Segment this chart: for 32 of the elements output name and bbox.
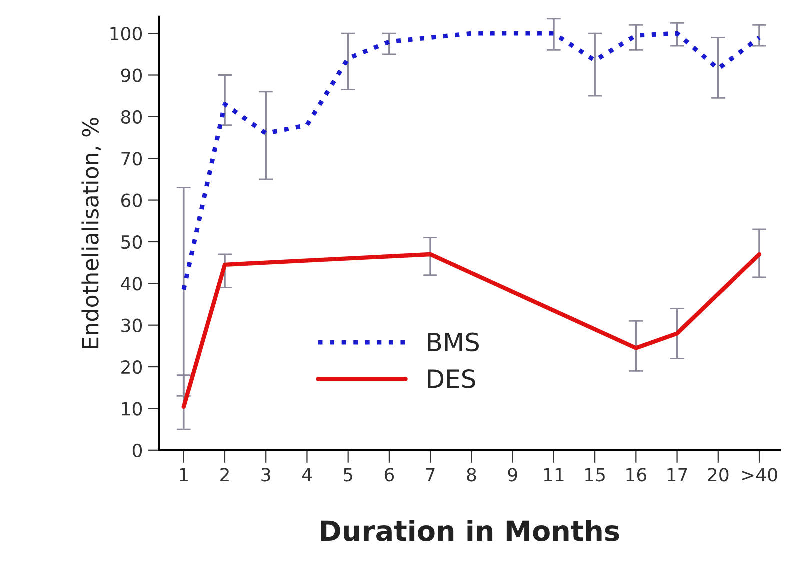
- x-tick-label: 3: [262, 468, 270, 482]
- x-tick-label: >40: [742, 468, 778, 482]
- y-tick-label: 80: [121, 110, 142, 124]
- y-tick-label: 90: [121, 68, 142, 82]
- x-tick-label: 20: [708, 468, 729, 482]
- x-axis-title: Duration in Months: [321, 520, 620, 542]
- y-tick-label: 20: [122, 360, 142, 374]
- x-tick-label: 1: [180, 468, 188, 482]
- x-tick-label: 9: [508, 468, 518, 482]
- y-tick-label: 100: [110, 27, 142, 41]
- y-tick-label: 60: [122, 194, 142, 208]
- x-tick-label: 8: [467, 468, 476, 482]
- y-axis-title: Endothelialisation, %: [82, 118, 102, 348]
- x-tick-label: 11: [544, 468, 564, 482]
- legend-label: DES: [428, 369, 476, 388]
- y-tick-label: 50: [122, 235, 142, 250]
- x-tick-label: 15: [586, 468, 605, 482]
- x-tick-label: 2: [220, 468, 229, 482]
- y-tick-label: 30: [122, 318, 142, 332]
- line-series: [182, 31, 762, 292]
- x-tick-label: 5: [344, 468, 353, 482]
- x-tick-label: 4: [302, 468, 312, 482]
- x-tick-label: 16: [626, 468, 647, 482]
- x-tick-label: 6: [384, 468, 394, 482]
- y-tick-label: 10: [122, 402, 142, 416]
- legend-label: BMS: [428, 332, 479, 352]
- x-tick-label: 7: [426, 468, 435, 482]
- y-tick-label: 40: [121, 277, 142, 291]
- x-tick-label: 17: [668, 468, 688, 482]
- y-tick-label: 0: [132, 444, 142, 458]
- line-series: [182, 252, 762, 410]
- y-tick-label: 70: [122, 152, 142, 166]
